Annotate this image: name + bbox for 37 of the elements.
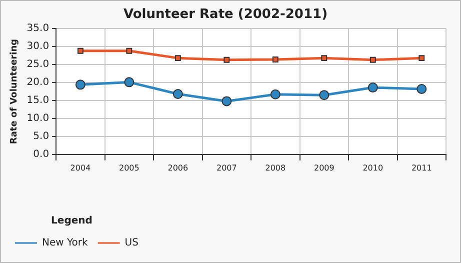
point	[174, 55, 181, 62]
y-tick-label: 10.0	[26, 113, 50, 124]
x-tick-label: 2006	[168, 163, 188, 172]
legend-title: Legend	[51, 216, 92, 227]
point	[222, 96, 232, 106]
point	[416, 84, 427, 94]
point	[224, 56, 230, 63]
point	[172, 89, 183, 100]
x-tick-label: 2010	[362, 163, 384, 172]
y-tick-label: 35.0	[26, 23, 50, 34]
y-tick-label: 30.0	[26, 41, 50, 52]
point	[319, 90, 330, 100]
x-tick-label: 2008	[265, 163, 286, 172]
x-tick-label: 2004	[70, 163, 91, 172]
point	[418, 55, 425, 62]
point	[272, 56, 278, 62]
point	[124, 77, 134, 88]
x-tick-label: 2005	[119, 163, 140, 172]
y-tick-label: 15.0	[26, 95, 50, 106]
x-tick-label: 2009	[314, 163, 334, 172]
point	[370, 56, 376, 63]
point	[368, 82, 378, 93]
y-tick-label: 0.0	[33, 148, 50, 160]
point	[75, 80, 86, 90]
point	[270, 89, 280, 100]
legend-label: New York	[42, 238, 88, 249]
legend-label: US	[124, 238, 138, 249]
y-tick-label: 5.0	[33, 131, 50, 142]
point	[321, 55, 328, 62]
x-tick-label: 2011	[411, 163, 432, 172]
point	[126, 48, 132, 54]
x-tick-label: 2007	[216, 163, 237, 172]
y-tick-label: 20.0	[26, 77, 50, 88]
point	[77, 48, 84, 54]
y-tick-label: 25.0	[26, 59, 50, 70]
chart-title: Volunteer Rate (2002-2011)	[123, 7, 328, 22]
y-axis-title: Rate of Volunteering	[10, 38, 20, 144]
